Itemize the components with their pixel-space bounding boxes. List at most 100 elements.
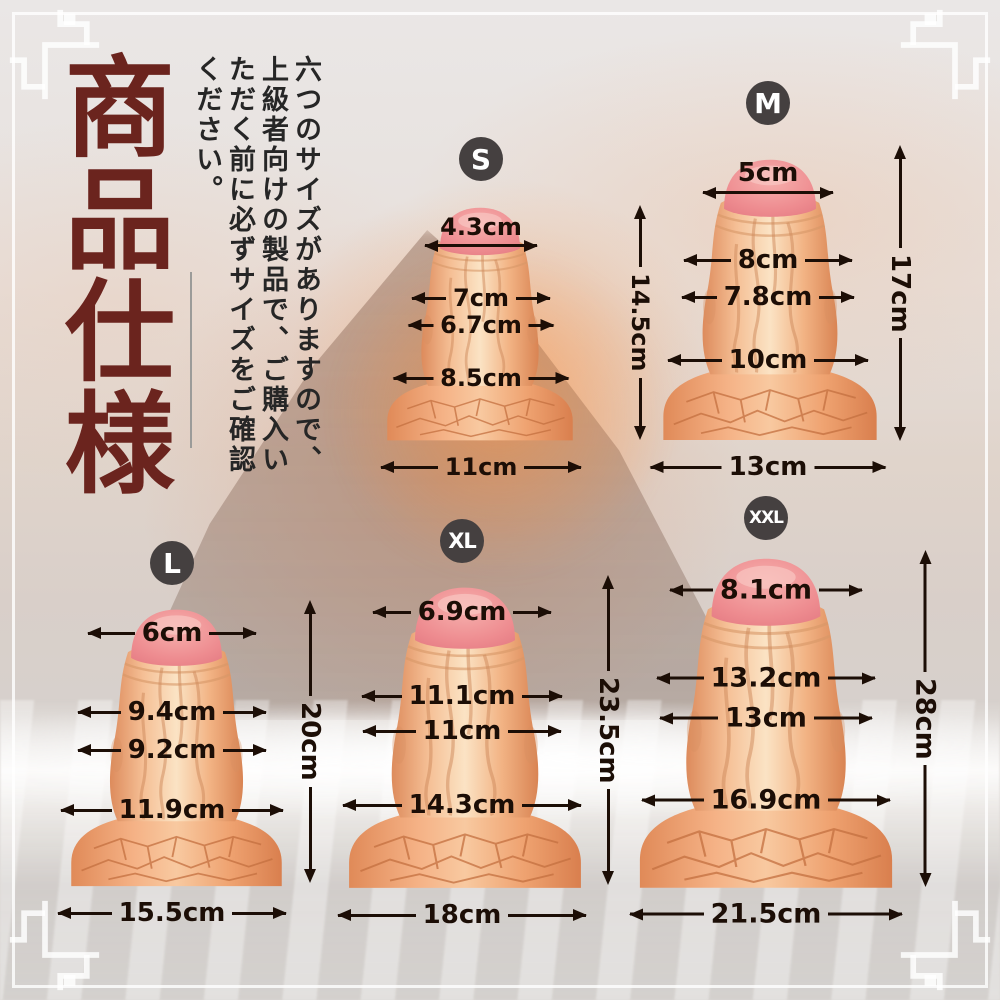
mid-width-measure: 9.2cm — [78, 737, 266, 763]
line — [898, 159, 902, 248]
arrow-right-icon — [814, 465, 886, 469]
arrow-right-icon — [814, 358, 868, 362]
page-title: 商品仕様 — [45, 50, 175, 498]
total-height-measure: 20cm — [295, 600, 325, 883]
arrow-right-icon — [818, 588, 862, 592]
size-badge-label: M — [754, 86, 782, 120]
arrow-right-icon — [232, 808, 283, 812]
arrow-left-icon — [61, 808, 112, 812]
arrow-left-icon — [670, 588, 714, 592]
line — [308, 786, 312, 869]
base-width-measure: 15.5cm — [58, 900, 286, 926]
base-width-measure: 11cm — [381, 453, 582, 481]
upper-width-label: 13.2cm — [710, 662, 822, 694]
tip-width-label: 6.9cm — [417, 597, 507, 627]
arrow-down-icon — [304, 869, 316, 883]
arrow-up-icon — [304, 600, 316, 614]
size-badge: M — [746, 81, 790, 125]
arrow-right-icon — [223, 748, 266, 752]
arrow-left-icon — [381, 465, 438, 469]
arrow-right-icon — [524, 465, 582, 469]
lower-width-label: 14.3cm — [408, 790, 516, 820]
arrow-right-icon — [223, 710, 266, 714]
tip-width-measure: 8.1cm — [670, 577, 862, 604]
arrow-right-icon — [513, 610, 551, 614]
base-width-label: 18cm — [422, 900, 502, 930]
total-height-label: 28cm — [909, 677, 941, 760]
arrow-left-icon — [684, 258, 731, 262]
tip-width-label: 6cm — [141, 618, 203, 648]
arrow-left-icon — [343, 803, 402, 807]
upper-width-measure: 13.2cm — [657, 662, 876, 694]
mid-width-label: 9.2cm — [127, 735, 217, 765]
arrow-left-icon — [78, 710, 121, 714]
mid-width-label: 11cm — [422, 716, 502, 746]
tip-width-label: 5cm — [737, 158, 799, 188]
arrow-left-icon — [362, 694, 402, 698]
mid-width-measure: 13cm — [660, 705, 872, 732]
size-badge: L — [150, 541, 194, 585]
arrow-right-icon — [522, 803, 581, 807]
tip-width-measure: 6cm — [88, 618, 257, 648]
base-width-measure: 21.5cm — [630, 898, 903, 930]
base-width-label: 11cm — [444, 453, 518, 481]
arrow-up-icon — [634, 205, 646, 219]
tip-width-label: 4.3cm — [440, 213, 522, 241]
lower-width-label: 16.9cm — [710, 784, 822, 816]
total-height-measure: 17cm — [885, 145, 915, 441]
total-height-label: 20cm — [295, 702, 325, 781]
arrow-left-icon — [88, 631, 135, 635]
title-divider — [190, 272, 192, 448]
tip-width-measure: 6.9cm — [373, 599, 551, 625]
figure-size-xxl: XXL 8.1cm 13.2cm 13cm 16.9cm 28cm 21.5cm — [620, 494, 980, 934]
tip-width-measure: 5cm — [703, 160, 833, 194]
upper-width-label: 7cm — [453, 284, 509, 312]
arrow-left-icon — [660, 716, 719, 720]
arrow-left-icon — [682, 295, 717, 299]
tip-width-measure: 4.3cm — [425, 215, 537, 247]
base-width-label: 21.5cm — [710, 898, 822, 930]
arrow-down-icon — [634, 426, 646, 441]
tip-width-arrow — [703, 191, 833, 194]
total-height-measure: 14.5cm — [626, 205, 654, 441]
figure-size-l: L 6cm 9.4cm 9.2cm 11.9cm 20cm 15.5cm — [40, 539, 375, 939]
arrow-right-icon — [813, 716, 872, 720]
arrow-left-icon — [642, 798, 704, 802]
size-badge-label: XL — [448, 529, 477, 553]
size-badge-label: XXL — [748, 508, 784, 528]
arrow-up-icon — [894, 145, 906, 159]
tip-width-arrow — [425, 244, 537, 247]
arrow-left-icon — [393, 376, 434, 380]
lower-width-label: 8.5cm — [440, 364, 522, 392]
mid-width-label: 7.8cm — [723, 282, 813, 312]
arrow-left-icon — [668, 358, 722, 362]
arrow-left-icon — [425, 244, 481, 247]
arrow-down-icon — [894, 427, 906, 441]
line — [898, 338, 902, 427]
arrow-left-icon — [78, 748, 121, 752]
size-badge-label: L — [163, 546, 181, 580]
arrow-down-icon — [602, 871, 614, 885]
arrow-right-icon — [828, 798, 891, 802]
mid-width-label: 6.7cm — [440, 311, 522, 339]
base-width-measure: 13cm — [650, 454, 886, 480]
arrow-right-icon — [515, 296, 550, 300]
line — [638, 377, 642, 427]
arrow-right-icon — [768, 191, 833, 194]
lower-width-measure: 8.5cm — [393, 364, 569, 392]
arrow-left-icon — [630, 912, 704, 916]
arrow-left-icon — [657, 676, 704, 680]
size-badge: XL — [440, 519, 484, 563]
total-height-label: 17cm — [885, 253, 915, 333]
arrow-right-icon — [481, 244, 537, 247]
lower-width-label: 11.9cm — [118, 795, 226, 825]
arrow-left-icon — [363, 729, 416, 733]
arrow-right-icon — [528, 376, 569, 380]
upper-width-measure: 8cm — [684, 247, 853, 273]
arrow-down-icon — [919, 873, 931, 887]
base-width-label: 15.5cm — [118, 898, 226, 928]
base-width-measure: 18cm — [338, 902, 586, 928]
arrow-right-icon — [805, 258, 853, 262]
line — [923, 564, 927, 672]
arrow-left-icon — [408, 323, 434, 327]
